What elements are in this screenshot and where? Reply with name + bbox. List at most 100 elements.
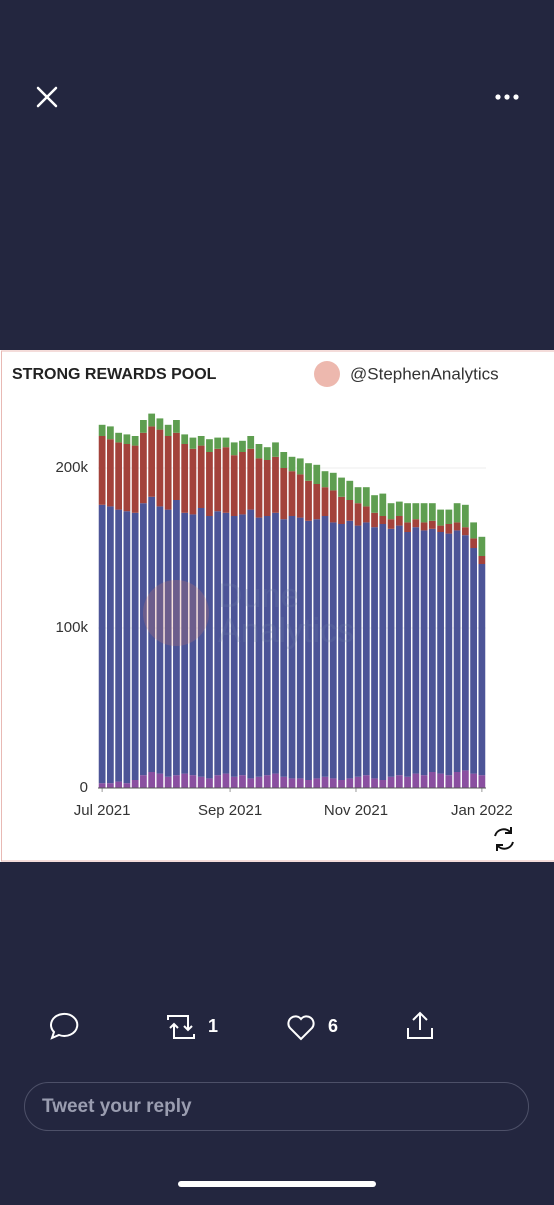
bar-segment xyxy=(330,473,337,491)
bar-segment xyxy=(223,447,230,513)
bar-segment xyxy=(214,775,221,788)
bar-segment xyxy=(231,777,238,788)
bar-segment xyxy=(429,503,436,521)
bar-segment xyxy=(289,471,296,516)
bar-segment xyxy=(107,506,114,783)
bar-segment xyxy=(264,460,271,516)
bar-segment xyxy=(445,524,452,534)
x-tick-label: Sep 2021 xyxy=(198,802,262,819)
bar-segment xyxy=(371,495,378,513)
y-tick-label: 200k xyxy=(55,459,88,476)
bar-segment xyxy=(297,474,304,517)
bar-segment xyxy=(272,774,279,788)
bar-segment xyxy=(264,775,271,788)
bar-segment xyxy=(396,526,403,776)
bar-segment xyxy=(437,532,444,774)
bar-segment xyxy=(280,452,287,468)
home-indicator xyxy=(178,1181,376,1187)
bar-segment xyxy=(330,490,337,522)
author-avatar xyxy=(314,361,340,387)
bar-segment xyxy=(330,522,337,778)
bar-segment xyxy=(280,468,287,519)
bar-segment xyxy=(289,457,296,471)
bar-segment xyxy=(388,519,395,529)
bar-segment xyxy=(124,511,131,783)
bar-segment xyxy=(363,487,370,506)
bar-segment xyxy=(429,529,436,772)
bar-segment xyxy=(429,521,436,529)
bar-segment xyxy=(305,481,312,521)
bar-segment xyxy=(181,434,188,444)
bar-segment xyxy=(313,484,320,519)
bar-segment xyxy=(454,530,461,772)
bar-segment xyxy=(412,774,419,788)
bar-segment xyxy=(132,436,139,446)
retweet-count: 1 xyxy=(208,1016,218,1036)
bar-segment xyxy=(371,527,378,778)
bar-segment xyxy=(322,487,329,516)
bar-segment xyxy=(181,444,188,513)
bar-segment xyxy=(223,774,230,788)
bar-segment xyxy=(363,522,370,775)
bar-segment xyxy=(437,774,444,788)
bar-segment xyxy=(124,434,131,444)
bar-segment xyxy=(272,442,279,456)
reply-placeholder: Tweet your reply xyxy=(42,1096,192,1117)
bar-segment xyxy=(190,514,197,775)
bar-segment xyxy=(107,426,114,439)
bar-segment xyxy=(99,436,106,505)
bar-segment xyxy=(165,425,172,436)
bar-segment xyxy=(247,449,254,510)
bar-segment xyxy=(478,775,485,788)
y-tick-label: 100k xyxy=(55,619,88,636)
bar-segment xyxy=(297,458,304,474)
bar-segment xyxy=(305,780,312,788)
bar-segment xyxy=(478,537,485,556)
bar-segment xyxy=(355,526,362,777)
bar-segment xyxy=(206,516,213,778)
bar-segment xyxy=(421,775,428,788)
bar-segment xyxy=(107,783,114,788)
bar-segment xyxy=(115,442,122,509)
y-tick-label: 0 xyxy=(80,779,88,796)
bar-segment xyxy=(421,530,428,775)
bar-segment xyxy=(396,775,403,788)
bar-segment xyxy=(363,506,370,522)
bar-segment xyxy=(198,446,205,508)
bar-segment xyxy=(280,777,287,788)
x-tick-label: Nov 2021 xyxy=(324,802,388,819)
bar-segment xyxy=(454,522,461,530)
bar-segment xyxy=(198,436,205,446)
bar-segment xyxy=(412,503,419,519)
bar-segment xyxy=(404,532,411,777)
bar-segment xyxy=(107,439,114,506)
bar-segment xyxy=(206,778,213,788)
bar-segment xyxy=(421,522,428,530)
watermark-text: Dune xyxy=(218,577,299,615)
bar-segment xyxy=(462,535,469,770)
x-tick-label: Jul 2021 xyxy=(74,802,131,819)
bar-segment xyxy=(140,775,147,788)
bar-segment xyxy=(206,439,213,452)
bar-segment xyxy=(404,503,411,522)
bar-segment xyxy=(396,516,403,526)
bar-segment xyxy=(429,772,436,788)
bar-segment xyxy=(445,510,452,524)
bar-segment xyxy=(355,777,362,788)
author: @StephenAnalytics xyxy=(350,364,499,383)
bar-segment xyxy=(140,503,147,775)
bar-segment xyxy=(322,777,329,788)
bar-segment xyxy=(173,420,180,433)
bar-segment xyxy=(470,548,477,774)
bar-segment xyxy=(346,778,353,788)
bar-segment xyxy=(305,463,312,481)
bar-segment xyxy=(231,442,238,455)
bar-segment xyxy=(404,777,411,788)
more-button[interactable] xyxy=(495,94,518,99)
bar-segment xyxy=(231,455,238,516)
bar-segment xyxy=(115,782,122,788)
bar-segment xyxy=(173,433,180,500)
bar-segment xyxy=(470,774,477,788)
bar-segment xyxy=(165,436,172,510)
